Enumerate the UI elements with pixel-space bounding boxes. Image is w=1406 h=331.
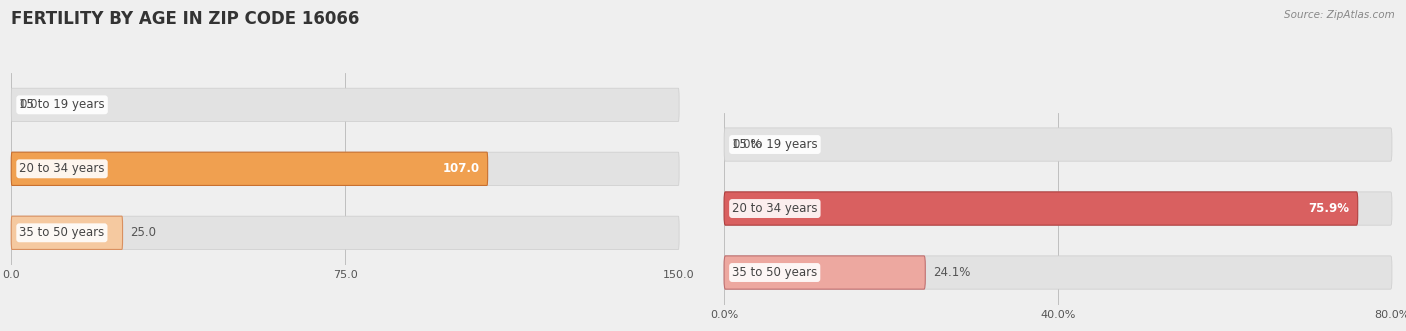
FancyBboxPatch shape — [724, 128, 1392, 161]
Text: 25.0: 25.0 — [131, 226, 156, 239]
FancyBboxPatch shape — [11, 152, 488, 185]
FancyBboxPatch shape — [724, 256, 925, 289]
Text: 15 to 19 years: 15 to 19 years — [20, 98, 105, 111]
FancyBboxPatch shape — [724, 256, 1392, 289]
Text: 0.0: 0.0 — [20, 98, 38, 111]
Text: 20 to 34 years: 20 to 34 years — [20, 162, 105, 175]
Text: 35 to 50 years: 35 to 50 years — [733, 266, 817, 279]
Text: 24.1%: 24.1% — [934, 266, 970, 279]
Text: 0.0%: 0.0% — [733, 138, 762, 151]
FancyBboxPatch shape — [11, 216, 679, 250]
Text: 35 to 50 years: 35 to 50 years — [20, 226, 104, 239]
Text: 20 to 34 years: 20 to 34 years — [733, 202, 818, 215]
FancyBboxPatch shape — [724, 192, 1358, 225]
Text: 15 to 19 years: 15 to 19 years — [733, 138, 818, 151]
FancyBboxPatch shape — [11, 152, 679, 185]
FancyBboxPatch shape — [11, 216, 122, 250]
Text: 107.0: 107.0 — [443, 162, 479, 175]
FancyBboxPatch shape — [11, 88, 679, 121]
Text: FERTILITY BY AGE IN ZIP CODE 16066: FERTILITY BY AGE IN ZIP CODE 16066 — [11, 10, 360, 28]
Text: 75.9%: 75.9% — [1309, 202, 1350, 215]
FancyBboxPatch shape — [724, 192, 1392, 225]
Text: Source: ZipAtlas.com: Source: ZipAtlas.com — [1284, 10, 1395, 20]
